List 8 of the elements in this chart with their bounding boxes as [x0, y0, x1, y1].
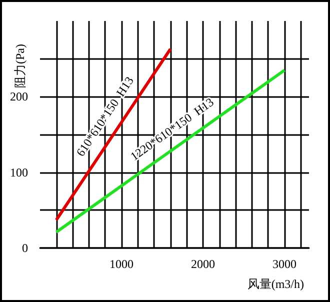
- y-tick-label: 200: [10, 90, 28, 104]
- y-tick-label: 0: [22, 241, 28, 255]
- x-tick-label: 1000: [110, 257, 134, 271]
- x-axis-title: 风量(m3/h): [247, 277, 304, 291]
- y-tick-label: 100: [10, 165, 28, 180]
- x-tick-label: 2000: [191, 257, 216, 271]
- y-axis-title: 阻力(Pa): [13, 44, 27, 88]
- x-tick-label: 3000: [272, 257, 297, 271]
